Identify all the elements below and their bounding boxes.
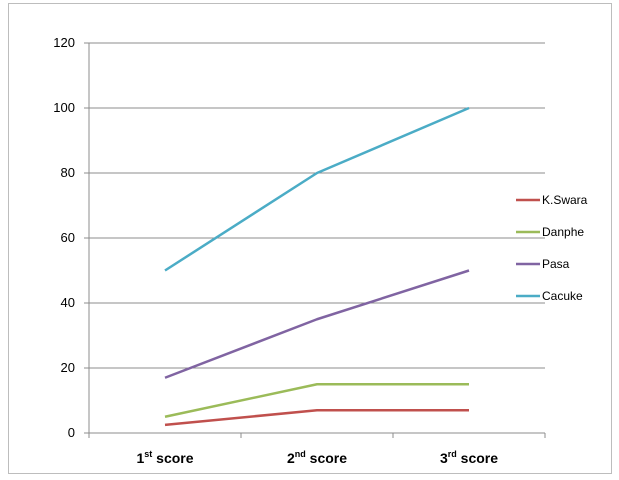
y-tick-label: 120 [53, 35, 75, 50]
y-tick-label: 60 [61, 230, 75, 245]
y-tick-label: 0 [68, 425, 75, 440]
y-axis-ticks: 0 20 40 60 80 100 120 [53, 35, 75, 440]
y-tick-label: 80 [61, 165, 75, 180]
x-tick-label: 3rd score [440, 449, 498, 466]
legend-label: K.Swara [542, 193, 588, 207]
gridlines [89, 42, 545, 369]
legend-label: Pasa [542, 257, 570, 271]
legend-label: Cacuke [542, 289, 583, 303]
series-line-pasa [164, 269, 470, 379]
legend-label: Danphe [542, 225, 584, 239]
y-tick-label: 40 [61, 295, 75, 310]
series-lines [164, 106, 470, 427]
series-line-cacuke [164, 106, 470, 272]
x-tick-label: 2nd score [287, 449, 347, 466]
legend: K.Swara Danphe Pasa Cacuke [516, 193, 588, 303]
series-line-k-swara [164, 409, 469, 427]
y-tick-label: 20 [61, 360, 75, 375]
y-tick-label: 100 [53, 100, 75, 115]
x-axis-categories: 1st score 2nd score 3rd score [136, 449, 498, 466]
x-tick-label: 1st score [136, 449, 193, 466]
series-line-danphe [164, 383, 469, 418]
axes [84, 42, 546, 438]
